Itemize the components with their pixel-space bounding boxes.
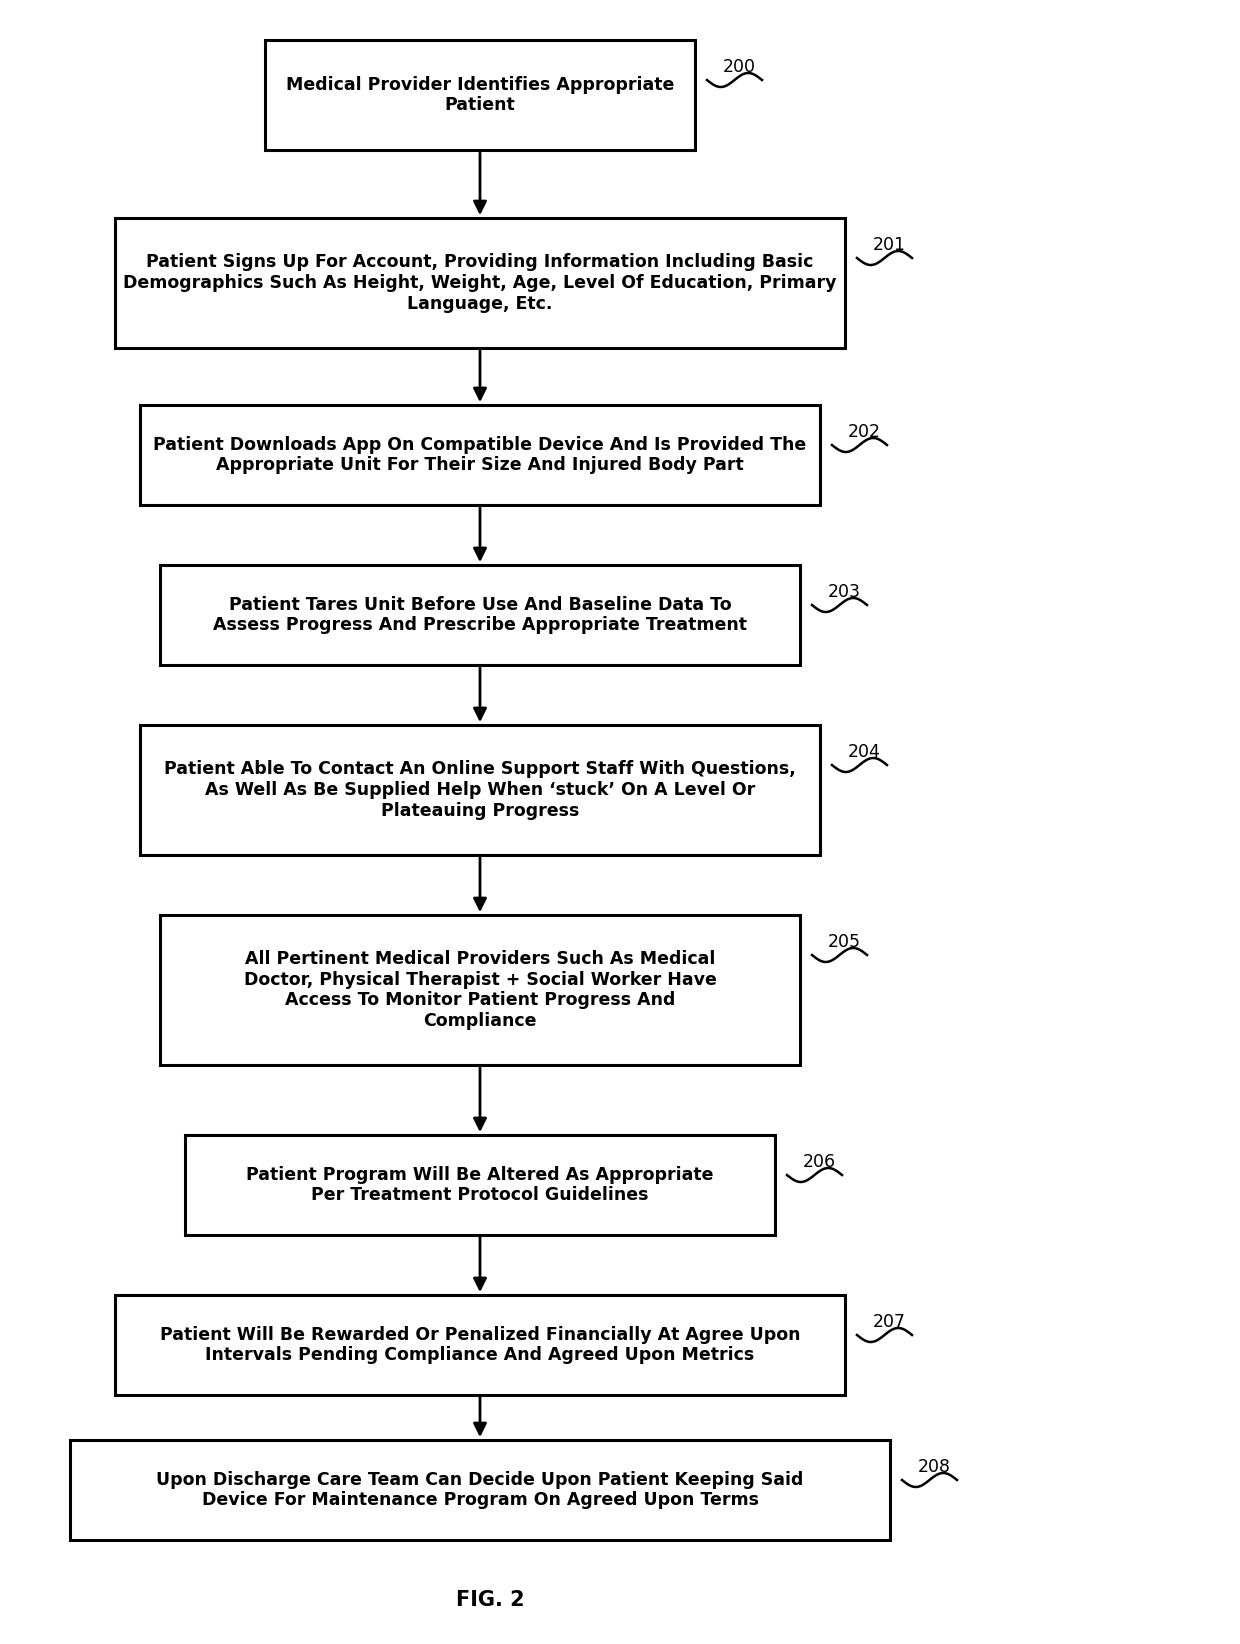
- FancyBboxPatch shape: [115, 1295, 844, 1396]
- Text: All Pertinent Medical Providers Such As Medical
Doctor, Physical Therapist + Soc: All Pertinent Medical Providers Such As …: [243, 950, 717, 1031]
- Text: Patient Able To Contact An Online Support Staff With Questions,
As Well As Be Su: Patient Able To Contact An Online Suppor…: [164, 760, 796, 820]
- Text: Patient Program Will Be Altered As Appropriate
Per Treatment Protocol Guidelines: Patient Program Will Be Altered As Appro…: [247, 1166, 714, 1205]
- FancyBboxPatch shape: [185, 1134, 775, 1235]
- FancyBboxPatch shape: [265, 39, 694, 150]
- FancyBboxPatch shape: [69, 1440, 890, 1540]
- Text: Patient Signs Up For Account, Providing Information Including Basic
Demographics: Patient Signs Up For Account, Providing …: [123, 253, 837, 312]
- FancyBboxPatch shape: [160, 916, 800, 1065]
- Text: 206: 206: [804, 1152, 836, 1171]
- Text: 202: 202: [848, 423, 880, 441]
- Text: Patient Downloads App On Compatible Device And Is Provided The
Appropriate Unit : Patient Downloads App On Compatible Devi…: [154, 436, 807, 475]
- Text: 207: 207: [873, 1314, 906, 1332]
- FancyBboxPatch shape: [160, 566, 800, 666]
- Text: 208: 208: [918, 1458, 951, 1476]
- FancyBboxPatch shape: [140, 404, 820, 505]
- Text: 204: 204: [848, 743, 880, 761]
- Text: Patient Tares Unit Before Use And Baseline Data To
Assess Progress And Prescribe: Patient Tares Unit Before Use And Baseli…: [213, 595, 746, 635]
- Text: 203: 203: [828, 584, 861, 602]
- Text: Patient Will Be Rewarded Or Penalized Financially At Agree Upon
Intervals Pendin: Patient Will Be Rewarded Or Penalized Fi…: [160, 1325, 800, 1365]
- Text: 200: 200: [723, 58, 756, 76]
- Text: 201: 201: [873, 237, 906, 255]
- FancyBboxPatch shape: [140, 725, 820, 855]
- Text: 205: 205: [828, 934, 861, 950]
- Text: FIG. 2: FIG. 2: [455, 1590, 525, 1609]
- Text: Upon Discharge Care Team Can Decide Upon Patient Keeping Said
Device For Mainten: Upon Discharge Care Team Can Decide Upon…: [156, 1471, 804, 1509]
- FancyBboxPatch shape: [115, 219, 844, 349]
- Text: Medical Provider Identifies Appropriate
Patient: Medical Provider Identifies Appropriate …: [285, 76, 675, 115]
